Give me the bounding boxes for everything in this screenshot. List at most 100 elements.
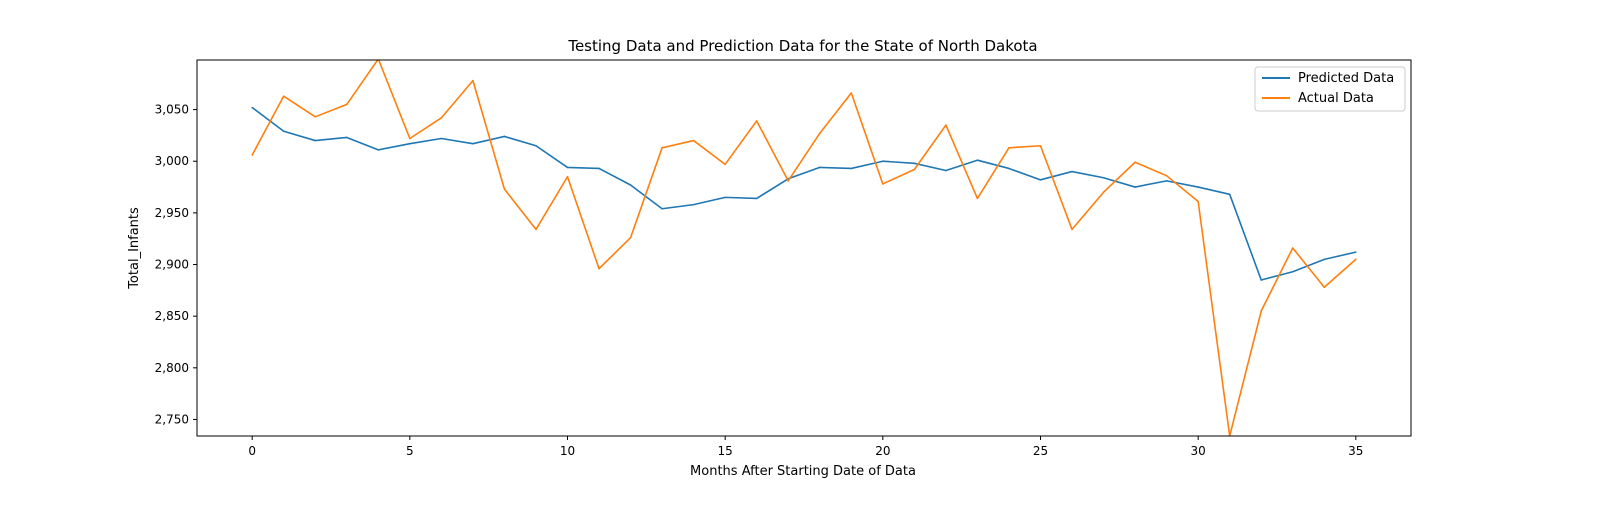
x-axis-title: Months After Starting Date of Data (690, 464, 916, 479)
data-point-predicted (1008, 167, 1010, 170)
data-point-actual (1165, 174, 1168, 177)
x-tick-label: 10 (560, 444, 575, 458)
data-point-actual (345, 103, 348, 106)
y-axis: 2,750 2,800 2,850 2,900 2,950 3,000 3,050 (155, 103, 197, 426)
data-point-actual (1102, 191, 1105, 194)
y-tick-label: 3,050 (155, 103, 189, 117)
data-point-actual (755, 120, 758, 122)
data-point-predicted (566, 166, 569, 169)
data-point-actual (787, 180, 790, 182)
data-point-predicted (282, 130, 285, 133)
data-point-predicted (1355, 251, 1357, 253)
data-point-actual (566, 175, 569, 178)
x-axis: 0 5 10 15 20 25 30 35 (248, 436, 1363, 458)
data-point-predicted (1039, 179, 1042, 181)
x-tick-label: 15 (718, 444, 733, 458)
data-point-actual (282, 95, 285, 97)
data-point-actual (440, 117, 443, 119)
data-point-actual (472, 79, 474, 82)
series-predicted (251, 106, 1357, 281)
x-tick-label: 25 (1033, 444, 1048, 458)
data-point-actual (976, 197, 979, 200)
y-tick-label: 2,750 (155, 412, 189, 426)
data-point-actual (1008, 147, 1010, 149)
data-point-predicted (598, 167, 600, 170)
data-point-predicted (850, 167, 853, 170)
data-point-predicted (472, 142, 474, 145)
legend: Predicted Data Actual Data (1254, 66, 1406, 112)
data-point-actual (913, 168, 916, 171)
data-point-actual (882, 183, 884, 185)
data-point-predicted (503, 135, 506, 138)
legend-frame (1254, 66, 1406, 112)
series-line-actual (251, 60, 1357, 436)
data-point-actual (818, 132, 821, 135)
x-tick-label: 35 (1348, 444, 1363, 458)
data-point-predicted (1197, 186, 1199, 188)
data-point-predicted (314, 139, 317, 142)
data-point-actual (850, 92, 853, 94)
plot-frame (196, 59, 1412, 437)
data-point-actual (1291, 247, 1294, 249)
data-point-predicted (818, 166, 821, 169)
data-point-actual (598, 267, 600, 270)
data-point-actual (409, 137, 411, 140)
data-point-actual (314, 116, 317, 118)
data-point-predicted (1228, 193, 1231, 196)
data-point-actual (1260, 310, 1263, 312)
data-point-predicted (345, 136, 348, 139)
data-point-predicted (251, 106, 253, 109)
x-tick-label: 20 (875, 444, 890, 458)
series-line-predicted (251, 106, 1356, 281)
x-tick-label: 0 (248, 444, 256, 458)
x-tick-label: 30 (1191, 444, 1206, 458)
data-point-actual (1355, 258, 1357, 261)
data-point-actual (629, 236, 632, 239)
legend-label-predicted: Predicted Data (1298, 71, 1394, 86)
data-point-predicted (377, 149, 380, 151)
data-point-predicted (1134, 186, 1136, 188)
data-point-actual (1071, 228, 1073, 231)
data-point-predicted (755, 197, 758, 200)
legend-label-actual: Actual Data (1298, 91, 1374, 106)
plot-area (196, 59, 1412, 437)
y-axis-title: Total_Infants (127, 207, 142, 290)
y-tick-label: 2,800 (155, 361, 189, 375)
data-point-predicted (913, 162, 916, 165)
chart-title: Testing Data and Prediction Data for the… (567, 37, 1037, 55)
data-point-predicted (1071, 170, 1073, 173)
data-point-predicted (661, 207, 663, 210)
data-point-predicted (724, 196, 726, 199)
data-point-predicted (692, 203, 695, 206)
data-point-actual (1039, 144, 1042, 147)
data-point-predicted (976, 159, 979, 161)
y-tick-label: 2,900 (155, 258, 189, 272)
data-point-predicted (535, 144, 537, 147)
data-point-actual (535, 228, 537, 231)
data-point-predicted (1323, 258, 1326, 261)
data-point-actual (503, 188, 506, 190)
data-point-predicted (409, 142, 411, 145)
y-tick-label: 2,850 (155, 309, 189, 323)
data-point-actual (251, 154, 253, 156)
data-point-actual (661, 147, 663, 149)
data-point-actual (1197, 200, 1199, 203)
data-point-actual (692, 139, 695, 142)
data-point-actual (945, 124, 947, 126)
y-tick-label: 3,000 (155, 154, 189, 168)
data-point-predicted (1102, 176, 1105, 179)
data-point-predicted (629, 184, 632, 186)
x-tick-label: 5 (406, 444, 414, 458)
data-point-predicted (945, 169, 947, 172)
data-point-actual (724, 163, 726, 166)
data-point-actual (1323, 286, 1326, 289)
data-point-predicted (440, 137, 443, 140)
data-point-predicted (882, 160, 884, 163)
data-point-predicted (1260, 279, 1263, 281)
data-point-predicted (1291, 270, 1294, 273)
series-layer (251, 60, 1357, 436)
y-tick-label: 2,950 (155, 206, 189, 220)
data-point-predicted (1165, 180, 1168, 182)
